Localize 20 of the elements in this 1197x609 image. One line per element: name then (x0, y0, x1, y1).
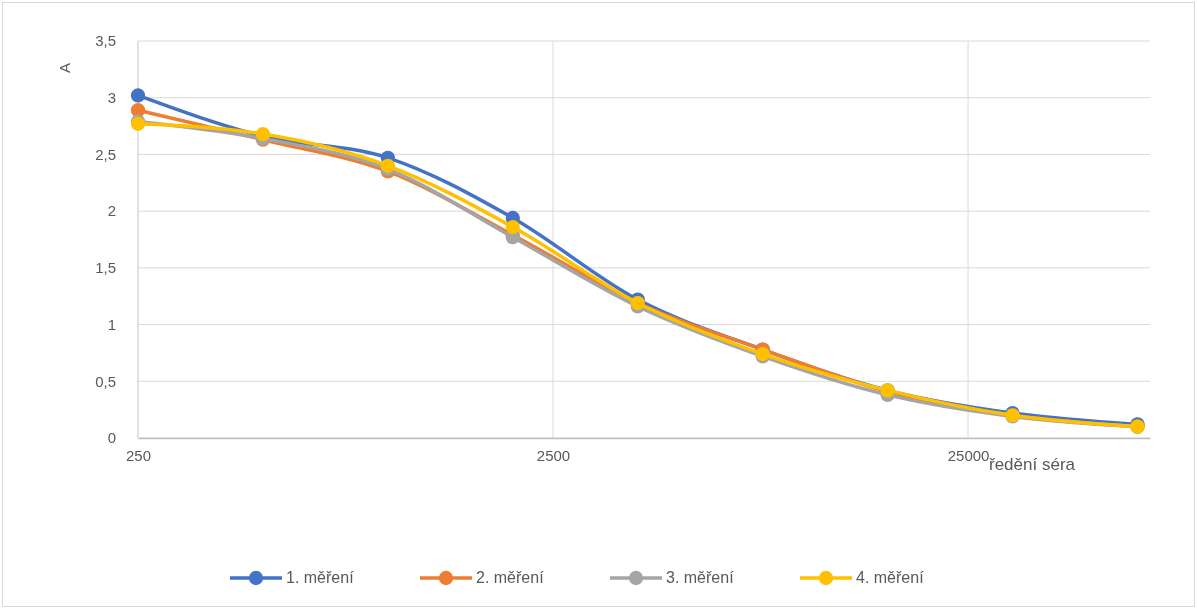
x-tick-label: 25000 (947, 446, 990, 464)
x-tick-label: 250 (125, 446, 152, 464)
legend-label: 3. měření (666, 569, 735, 586)
y-tick-label: 0 (107, 429, 116, 447)
point (505, 219, 520, 235)
legend-label: 2. měření (476, 569, 545, 586)
point (130, 88, 146, 103)
x-axis-title: ředění séra (989, 455, 1076, 474)
y-tick-label: 3,5 (95, 32, 116, 50)
y-axis-title: A (56, 62, 73, 74)
y-tick-label: 2 (107, 202, 116, 220)
y-tick-label: 2,5 (95, 145, 116, 163)
y-tick-label: 1 (107, 315, 116, 333)
point (380, 158, 396, 173)
x-tick-label: 2500 (536, 446, 571, 464)
legend-label: 1. měření (286, 569, 355, 586)
y-tick-label: 3 (107, 89, 116, 107)
legend-label: 4. měření (856, 569, 925, 586)
y-tick-label: 0,5 (95, 372, 116, 390)
y-tick-label: 1,5 (95, 259, 116, 277)
